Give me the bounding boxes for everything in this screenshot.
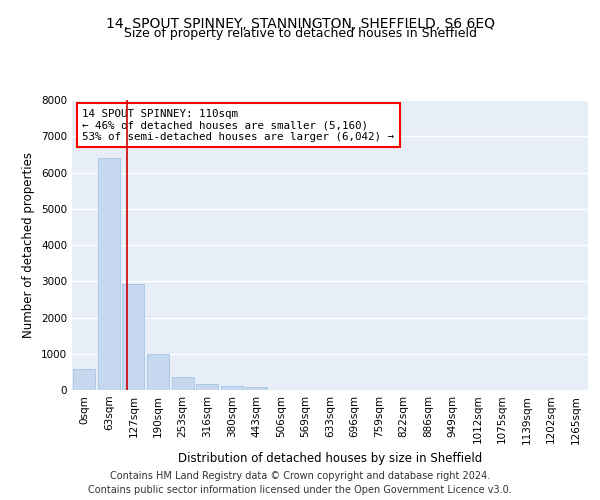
Bar [245, 386, 268, 390]
X-axis label: Distribution of detached houses by size in Sheffield: Distribution of detached houses by size … [178, 452, 482, 465]
Bar [147, 354, 169, 390]
Y-axis label: Number of detached properties: Number of detached properties [22, 152, 35, 338]
Text: 14, SPOUT SPINNEY, STANNINGTON, SHEFFIELD, S6 6EQ: 14, SPOUT SPINNEY, STANNINGTON, SHEFFIEL… [106, 18, 494, 32]
Text: 14 SPOUT SPINNEY: 110sqm
← 46% of detached houses are smaller (5,160)
53% of sem: 14 SPOUT SPINNEY: 110sqm ← 46% of detach… [82, 108, 394, 142]
Bar [221, 386, 243, 390]
Bar [73, 369, 95, 390]
Bar [98, 158, 120, 390]
Text: Size of property relative to detached houses in Sheffield: Size of property relative to detached ho… [124, 28, 476, 40]
Bar [122, 284, 145, 390]
Text: Contains HM Land Registry data © Crown copyright and database right 2024.
Contai: Contains HM Land Registry data © Crown c… [88, 471, 512, 495]
Bar [172, 377, 194, 390]
Bar [196, 384, 218, 390]
